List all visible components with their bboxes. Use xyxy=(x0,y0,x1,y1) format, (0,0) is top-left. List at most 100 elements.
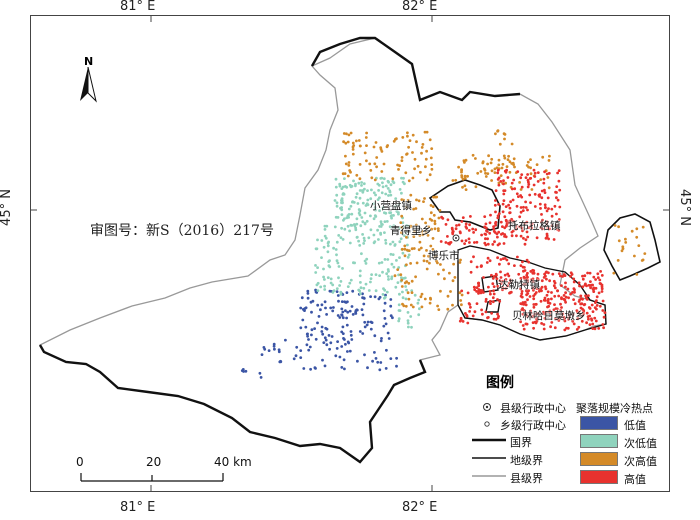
settlement-point xyxy=(455,224,458,227)
settlement-point xyxy=(365,159,368,163)
settlement-point xyxy=(576,317,580,321)
settlement-point xyxy=(551,272,555,276)
settlement-point xyxy=(503,273,507,277)
settlement-point xyxy=(602,326,605,330)
settlement-point xyxy=(354,228,358,232)
settlement-point xyxy=(360,184,363,187)
settlement-point xyxy=(386,187,390,190)
settlement-point xyxy=(398,164,401,168)
settlement-point xyxy=(438,209,442,212)
settlement-point xyxy=(486,237,489,241)
north-arrow-icon xyxy=(80,67,97,103)
settlement-point xyxy=(294,354,298,358)
place-xiaoyingpan: 小营盘镇 xyxy=(370,200,412,212)
settlement-point xyxy=(394,285,398,289)
settlement-point xyxy=(365,257,369,261)
settlement-point xyxy=(452,262,455,266)
national-border-south xyxy=(38,344,427,464)
settlement-point xyxy=(563,274,567,277)
settlement-point xyxy=(461,185,464,189)
settlement-point xyxy=(523,266,526,269)
settlement-point xyxy=(374,208,377,212)
settlement-point xyxy=(381,185,385,189)
settlement-point xyxy=(410,279,414,283)
settlement-point xyxy=(546,176,550,179)
settlement-point xyxy=(529,311,533,315)
settlement-point xyxy=(359,281,362,284)
settlement-point xyxy=(357,239,360,243)
settlement-point xyxy=(333,225,337,229)
settlement-point xyxy=(545,209,549,213)
settlement-point xyxy=(363,320,367,324)
settlement-point xyxy=(529,224,533,227)
settlement-point xyxy=(428,173,432,177)
settlement-point xyxy=(556,289,559,293)
settlement-point xyxy=(547,271,550,275)
settlement-point xyxy=(403,254,407,258)
settlement-point xyxy=(598,282,602,285)
settlement-point xyxy=(374,357,378,360)
scale-label-0: 0 xyxy=(76,455,84,469)
settlement-point xyxy=(521,324,525,327)
settlement-point xyxy=(362,182,366,186)
settlement-point xyxy=(329,281,333,285)
settlement-point xyxy=(383,231,386,235)
settlement-point xyxy=(545,220,549,224)
settlement-point xyxy=(405,235,408,239)
settlement-point xyxy=(566,287,570,291)
settlement-point xyxy=(595,295,599,299)
settlement-point xyxy=(572,298,575,301)
settlement-point xyxy=(583,274,587,278)
settlement-point xyxy=(347,164,351,167)
settlement-point xyxy=(446,218,450,222)
settlement-point xyxy=(594,286,598,290)
settlement-point xyxy=(416,301,420,305)
settlement-point xyxy=(591,283,594,287)
settlement-point xyxy=(481,312,484,316)
settlement-point xyxy=(401,251,405,255)
settlement-point xyxy=(355,173,359,177)
settlement-point xyxy=(504,287,508,290)
settlement-point xyxy=(334,177,338,181)
settlement-point xyxy=(486,172,490,176)
settlement-point xyxy=(561,275,564,278)
settlement-point xyxy=(494,210,497,214)
settlement-point xyxy=(448,271,451,275)
settlement-point xyxy=(463,242,466,246)
settlement-point xyxy=(374,141,378,144)
settlement-point xyxy=(588,323,592,326)
settlement-point xyxy=(564,285,567,289)
settlement-point xyxy=(548,154,551,158)
settlement-point xyxy=(460,220,464,223)
settlement-point xyxy=(343,367,346,371)
settlement-point xyxy=(491,282,495,286)
settlement-point xyxy=(492,225,495,229)
settlement-point xyxy=(397,266,401,269)
settlement-point xyxy=(379,339,383,343)
settlement-point xyxy=(377,189,380,192)
settlement-point xyxy=(420,146,424,149)
settlement-point xyxy=(414,223,418,227)
settlement-point xyxy=(400,285,404,288)
settlement-point xyxy=(304,325,308,329)
settlement-point xyxy=(520,173,524,177)
settlement-point xyxy=(378,368,382,372)
settlement-point xyxy=(531,279,534,283)
settlement-point xyxy=(598,278,602,282)
settlement-point xyxy=(532,168,536,172)
settlement-point xyxy=(386,275,390,278)
settlement-point xyxy=(518,181,521,184)
settlement-point xyxy=(359,292,362,295)
settlement-point xyxy=(635,235,639,239)
settlement-point xyxy=(502,182,505,186)
settlement-point xyxy=(557,169,561,173)
settlement-point xyxy=(398,240,402,244)
settlement-point xyxy=(380,337,383,340)
settlement-point xyxy=(406,131,409,135)
settlement-point xyxy=(430,167,434,171)
settlement-point xyxy=(588,307,592,310)
settlement-point xyxy=(323,228,327,231)
settlement-point xyxy=(431,248,435,251)
settlement-point xyxy=(403,234,406,238)
settlement-point xyxy=(557,294,561,298)
